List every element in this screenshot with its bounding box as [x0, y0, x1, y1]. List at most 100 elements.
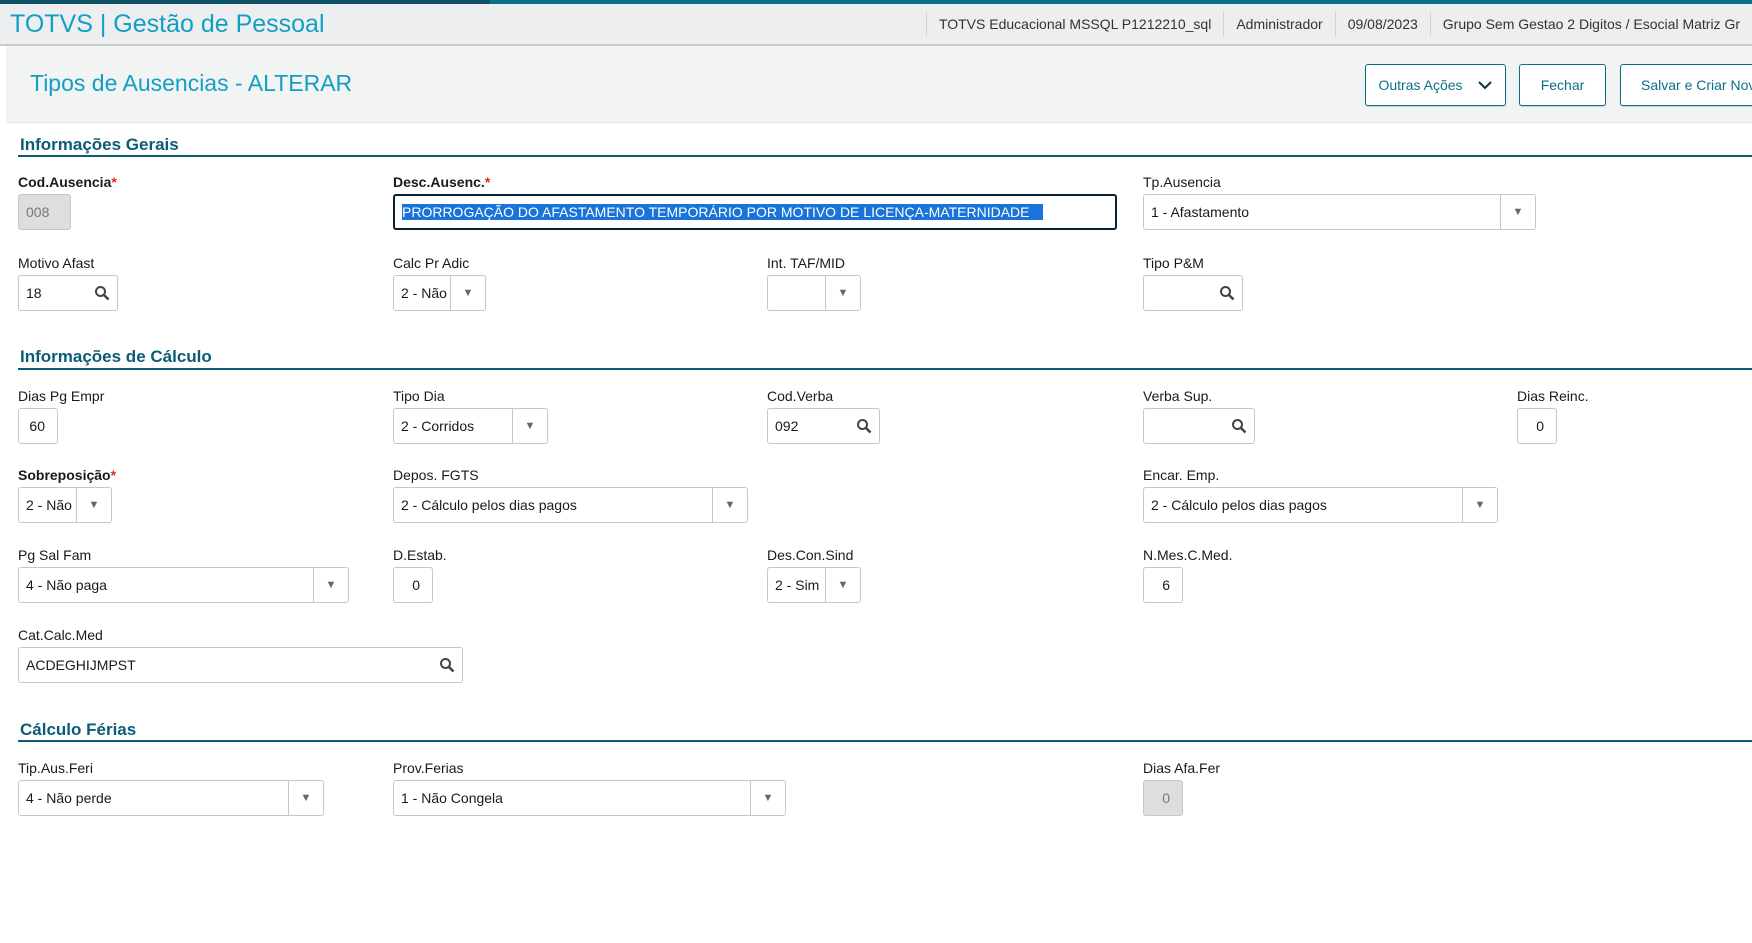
- number-input[interactable]: 0: [393, 567, 433, 603]
- other-actions-label: Outras Ações: [1378, 77, 1463, 93]
- field-label: Dias Afa.Fer: [1143, 760, 1221, 776]
- search-icon[interactable]: [1224, 409, 1254, 443]
- required-marker: *: [110, 467, 117, 483]
- select-input[interactable]: 2 - Cálculo pelos dias pagos ▼: [393, 487, 748, 523]
- field-value: 2 - Sim: [775, 577, 820, 593]
- field-label: Cod.Ausencia*: [18, 174, 117, 190]
- select-input[interactable]: 4 - Não paga ▼: [18, 567, 349, 603]
- text-input: 008: [18, 194, 71, 230]
- lookup-input[interactable]: 092: [767, 408, 880, 444]
- search-icon[interactable]: [1212, 276, 1242, 310]
- user-info[interactable]: Administrador: [1223, 12, 1334, 36]
- app-title: TOTVS | Gestão de Pessoal: [10, 10, 325, 38]
- number-input[interactable]: 6: [1143, 567, 1183, 603]
- field-label: Motivo Afast: [18, 255, 95, 271]
- field-calc-pr-adic: Calc Pr Adic 2 - Não ▼: [393, 255, 486, 311]
- dropdown-arrow-icon[interactable]: ▼: [313, 568, 348, 602]
- search-icon[interactable]: [87, 276, 117, 310]
- save-and-new-button[interactable]: Salvar e Criar Nov: [1620, 64, 1752, 106]
- field-value: 2 - Cálculo pelos dias pagos: [1151, 497, 1327, 513]
- field-value: 2 - Não: [26, 497, 72, 513]
- field-pg-sal-fam: Pg Sal Fam 4 - Não paga ▼: [18, 547, 349, 603]
- search-icon[interactable]: [849, 409, 879, 443]
- dropdown-arrow-icon[interactable]: ▼: [450, 276, 485, 310]
- number-input[interactable]: 0: [1517, 408, 1557, 444]
- select-input[interactable]: 4 - Não perde ▼: [18, 780, 324, 816]
- page-header: Tipos de Ausencias - ALTERAR Outras Açõe…: [6, 46, 1752, 123]
- field-label: D.Estab.: [393, 547, 447, 563]
- field-cod-verba: Cod.Verba 092: [767, 388, 880, 444]
- company-info[interactable]: Grupo Sem Gestao 2 Digitos / Esocial Mat…: [1429, 12, 1752, 36]
- field-label: Prov.Ferias: [393, 760, 464, 776]
- field-value: 008: [26, 204, 50, 220]
- environment-info[interactable]: TOTVS Educacional MSSQL P1212210_sql: [925, 12, 1223, 36]
- field-prov-ferias: Prov.Ferias 1 - Não Congela ▼: [393, 760, 786, 816]
- field-label: Int. TAF/MID: [767, 255, 846, 271]
- field-label: Encar. Emp.: [1143, 467, 1220, 483]
- field-d-estab: D.Estab. 0: [393, 547, 447, 603]
- select-input[interactable]: 2 - Não ▼: [393, 275, 486, 311]
- dropdown-arrow-icon[interactable]: ▼: [825, 276, 860, 310]
- app-header: TOTVS | Gestão de Pessoal TOTVS Educacio…: [0, 4, 1752, 46]
- dropdown-arrow-icon[interactable]: ▼: [76, 488, 111, 522]
- select-input[interactable]: 2 - Sim ▼: [767, 567, 861, 603]
- field-value: ACDEGHIJMPST: [26, 657, 136, 673]
- required-marker: *: [484, 174, 491, 190]
- field-label: Dias Pg Empr: [18, 388, 105, 404]
- field-value: 2 - Corridos: [401, 418, 475, 434]
- field-value: 4 - Não paga: [26, 577, 107, 593]
- field-tipo-p-m: Tipo P&M: [1143, 255, 1243, 311]
- dropdown-arrow-icon[interactable]: ▼: [512, 409, 547, 443]
- select-input[interactable]: 2 - Corridos ▼: [393, 408, 548, 444]
- lookup-input[interactable]: [1143, 275, 1243, 311]
- section-general-info: Informações Gerais: [20, 135, 179, 154]
- field-tipo-dia: Tipo Dia 2 - Corridos ▼: [393, 388, 548, 444]
- field-label: Dias Reinc.: [1517, 388, 1589, 404]
- dropdown-arrow-icon[interactable]: ▼: [712, 488, 747, 522]
- number-input[interactable]: 60: [18, 408, 58, 444]
- chevron-down-icon: [1477, 81, 1492, 90]
- field-tip-aus-feri: Tip.Aus.Feri 4 - Não perde ▼: [18, 760, 324, 816]
- dropdown-arrow-icon[interactable]: ▼: [1500, 195, 1535, 229]
- section-vacation-calc: Cálculo Férias: [20, 720, 137, 739]
- field-verba-sup: Verba Sup.: [1143, 388, 1255, 444]
- field-label: Desc.Ausenc.*: [393, 174, 491, 190]
- lookup-input[interactable]: [1143, 408, 1255, 444]
- field-label: Calc Pr Adic: [393, 255, 470, 271]
- field-tp-ausencia: Tp.Ausencia 1 - Afastamento ▼: [1143, 174, 1536, 230]
- select-input[interactable]: 1 - Afastamento ▼: [1143, 194, 1536, 230]
- dropdown-arrow-icon[interactable]: ▼: [288, 781, 323, 815]
- close-button[interactable]: Fechar: [1519, 64, 1606, 106]
- number-input: 0: [1143, 780, 1183, 816]
- field-label: Sobreposição*: [18, 467, 117, 483]
- section-calculation-info: Informações de Cálculo: [20, 347, 212, 366]
- section-divider: [18, 740, 1752, 742]
- lookup-input[interactable]: ACDEGHIJMPST: [18, 647, 463, 683]
- lookup-input[interactable]: 18: [18, 275, 118, 311]
- field-label: Des.Con.Sind: [767, 547, 854, 563]
- field-depos-fgts: Depos. FGTS 2 - Cálculo pelos dias pagos ▼: [393, 467, 748, 523]
- field-dias-pg-empr: Dias Pg Empr 60: [18, 388, 105, 444]
- field-encar-emp: Encar. Emp. 2 - Cálculo pelos dias pagos ▼: [1143, 467, 1498, 523]
- text-input[interactable]: PRORROGAÇÃO DO AFASTAMENTO TEMPORÁRIO PO…: [393, 194, 1117, 230]
- field-value: 092: [775, 418, 799, 434]
- dropdown-arrow-icon[interactable]: ▼: [750, 781, 785, 815]
- required-marker: *: [111, 174, 117, 190]
- search-icon[interactable]: [432, 648, 462, 682]
- field-value: 4 - Não perde: [26, 790, 112, 806]
- dropdown-arrow-icon[interactable]: ▼: [825, 568, 860, 602]
- dropdown-arrow-icon[interactable]: ▼: [1462, 488, 1497, 522]
- select-input[interactable]: 2 - Não ▼: [18, 487, 112, 523]
- field-value: 0: [412, 577, 420, 593]
- select-input[interactable]: ▼: [767, 275, 861, 311]
- field-label: Cod.Verba: [767, 388, 834, 404]
- select-input[interactable]: 1 - Não Congela ▼: [393, 780, 786, 816]
- field-label: Tipo P&M: [1143, 255, 1204, 271]
- date-info[interactable]: 09/08/2023: [1334, 12, 1430, 36]
- field-value: 6: [1162, 577, 1170, 593]
- other-actions-button[interactable]: Outras Ações: [1365, 64, 1506, 106]
- field-value: 18: [26, 285, 42, 301]
- section-divider: [18, 155, 1752, 157]
- field-n-mes-c-med: N.Mes.C.Med. 6: [1143, 547, 1232, 603]
- select-input[interactable]: 2 - Cálculo pelos dias pagos ▼: [1143, 487, 1498, 523]
